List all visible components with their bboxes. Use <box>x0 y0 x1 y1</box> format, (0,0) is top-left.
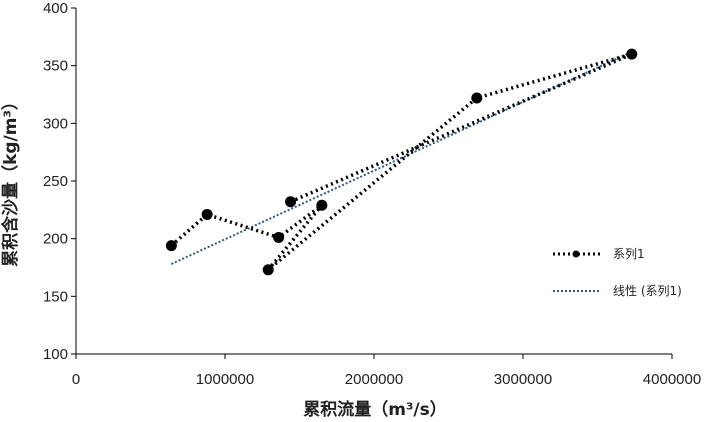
y-tick-labels: 100 150 200 250 300 350 400 <box>43 0 76 363</box>
x-tick-label: 1000000 <box>196 371 254 388</box>
data-point <box>316 199 328 211</box>
y-tick-label: 250 <box>43 173 68 190</box>
legend: 系列1 线性 (系列1) <box>553 247 682 298</box>
data-point <box>262 264 274 276</box>
y-axis-title: 累积含沙量（kg/m³） <box>0 93 21 267</box>
x-tick-labels: 0 1000000 2000000 3000000 4000000 <box>72 354 701 388</box>
data-point <box>285 196 297 208</box>
axes <box>75 8 672 355</box>
data-point <box>201 208 213 220</box>
data-point <box>273 232 285 244</box>
y-tick-label: 150 <box>43 288 68 305</box>
series1-line <box>170 52 634 272</box>
y-tick-label: 350 <box>43 58 68 75</box>
y-tick-label: 100 <box>43 346 68 363</box>
x-axis-title: 累积流量（m³/s） <box>303 399 447 420</box>
x-tick-label: 4000000 <box>643 371 701 388</box>
data-point <box>626 48 638 60</box>
series-group <box>165 48 638 276</box>
legend-trend-label: 线性 (系列1) <box>613 284 682 298</box>
x-tick-label: 2000000 <box>345 371 403 388</box>
y-tick-label: 300 <box>43 115 68 132</box>
x-tick-label: 3000000 <box>494 371 552 388</box>
legend-series1-label: 系列1 <box>613 247 645 261</box>
data-point <box>471 92 483 104</box>
x-tick-label: 0 <box>72 371 80 388</box>
y-tick-label: 400 <box>43 0 68 17</box>
y-tick-label: 200 <box>43 231 68 248</box>
data-point <box>165 240 177 252</box>
legend-series1-marker <box>572 250 580 258</box>
